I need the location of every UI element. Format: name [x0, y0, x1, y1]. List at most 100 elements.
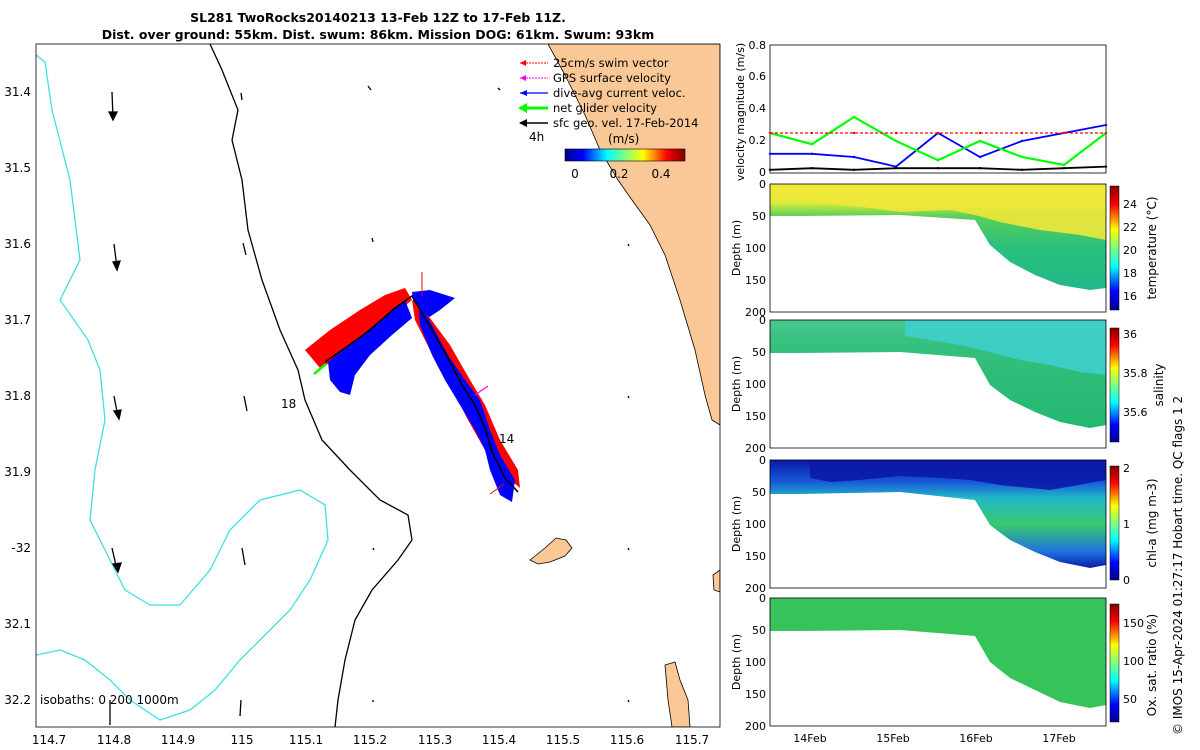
vel-ytick: 0.2 [749, 134, 767, 147]
depth-tick: 100 [745, 656, 766, 669]
map-xtick: 115.6 [610, 733, 644, 747]
colorbar-tick: 0 [571, 167, 579, 181]
time-tick: 15Feb [876, 732, 909, 745]
sal-cbar-tick: 36 [1123, 328, 1137, 341]
map-ytick: 32.1 [4, 617, 31, 631]
temp-cbar-tick: 18 [1123, 267, 1137, 280]
map-yticks: 31.4 31.5 31.6 31.7 31.8 31.9 -32 32.1 3… [4, 85, 31, 707]
map-ytick: 31.9 [4, 465, 31, 479]
depth-axis-label: Depth (m) [730, 220, 743, 276]
depth-tick: 200 [745, 720, 766, 733]
velocity-point [1104, 131, 1108, 135]
map-xtick: 114.7 [32, 733, 66, 747]
velocity-point [852, 115, 856, 119]
velocity-point [1020, 139, 1024, 143]
velocity-point [1062, 163, 1066, 167]
velocity-yticks: 0 0.2 0.4 0.6 0.8 [749, 39, 767, 179]
velocity-point [978, 155, 982, 159]
map-legend: 25cm/s swim vector GPS surface velocity … [518, 56, 699, 181]
glider-path [324, 294, 519, 493]
ox-cbar-tick: 150 [1123, 617, 1144, 630]
temperature-panel: 16 18 20 22 24 temperature (°C) [769, 183, 1159, 313]
velocity-point [768, 152, 772, 155]
salinity-colorbar [1109, 327, 1120, 443]
depth-tick: 150 [745, 274, 766, 287]
temp-cbar-tick: 20 [1123, 244, 1137, 257]
velocity-point [1062, 131, 1066, 135]
map-xtick: 115.2 [353, 733, 387, 747]
velocity-point [810, 167, 814, 170]
velocity-point [978, 131, 982, 135]
velocity-point [1104, 123, 1108, 127]
chla-label: chl-a (mg m-3) [1145, 478, 1159, 567]
map-xtick: 114.8 [97, 733, 131, 747]
vel-ytick: 0.4 [749, 102, 767, 115]
map-ytick: 31.4 [4, 85, 31, 99]
salinity-surface-layer [905, 320, 1106, 375]
temperature-surface-layer [770, 184, 1106, 240]
velocity-point [810, 131, 814, 135]
swath-blue-west [328, 300, 412, 395]
depth-tick: 200 [745, 306, 766, 319]
ox-cbar-tick: 100 [1123, 655, 1144, 668]
day-label-18: 18 [281, 397, 296, 411]
temperature-label: temperature (°C) [1145, 197, 1159, 300]
land-island-garden [529, 537, 573, 565]
oxygen-panel: 50 100 150 Ox. sat. ratio (%) [769, 597, 1159, 727]
legend-arrowhead-geo [519, 119, 527, 127]
land-island-south [664, 661, 691, 727]
map-ytick: -32 [11, 541, 31, 555]
velocity-point [852, 131, 856, 135]
chla-cbar-tick: 1 [1123, 518, 1130, 531]
depth-tick: 150 [745, 688, 766, 701]
map-xtick: 115 [231, 733, 254, 747]
legend-label-net: net glider velocity [553, 101, 657, 115]
velocity-point [936, 167, 940, 170]
map-ytick: 31.7 [4, 313, 31, 327]
velocity-point [768, 131, 772, 135]
map-ytick: 31.8 [4, 389, 31, 403]
day-label-14: 14 [499, 432, 514, 446]
temp-cbar-tick: 24 [1123, 198, 1137, 211]
colorbar-title: (m/s) [608, 132, 639, 146]
vel-ytick: 0 [759, 166, 766, 179]
chla-cbar-tick: 0 [1123, 574, 1130, 587]
velocity-point [894, 167, 898, 170]
colorbar-tick: 0.4 [651, 167, 670, 181]
depth-tick: 150 [745, 550, 766, 563]
depth-tick: 100 [745, 242, 766, 255]
depth-tick: 200 [745, 582, 766, 595]
velocity-point [1020, 131, 1024, 135]
depth-tick: 100 [745, 518, 766, 531]
time-tick: 16Feb [959, 732, 992, 745]
temp-cbar-tick: 22 [1123, 221, 1137, 234]
chla-surface-layer [810, 460, 1106, 490]
chla-colorbar [1109, 465, 1120, 581]
land-fragment-east [712, 569, 720, 593]
depth-tick: 50 [752, 210, 766, 223]
depth-tick: 0 [759, 592, 766, 605]
time-tick: 14Feb [793, 732, 826, 745]
depth-tick: 0 [759, 178, 766, 191]
legend-label-swim: 25cm/s swim vector [553, 56, 669, 70]
velocity-point [1020, 155, 1024, 159]
depth-tick: 100 [745, 378, 766, 391]
depth-tick: 200 [745, 442, 766, 455]
isobath-200m [209, 44, 413, 727]
chla-panel: 0 1 2 chl-a (mg m-3) [769, 459, 1159, 589]
legend-label-current: dive-avg current veloc. [553, 86, 686, 100]
title-line-1: SL281 TwoRocks20140213 13-Feb 12Z to 17-… [190, 10, 566, 25]
isobath-1000m [36, 54, 329, 721]
velocity-series [768, 115, 1108, 171]
velocity-point [852, 168, 856, 171]
map-frame [35, 43, 721, 728]
velocity-panel: 0 0.2 0.4 0.6 0.8 velocity magnitude (m/… [734, 39, 1108, 181]
map-xtick: 114.9 [161, 733, 195, 747]
speed-colorbar [564, 148, 686, 162]
oxygen-section [770, 598, 1106, 708]
salinity-panel: 35.6 35.8 36 salinity [769, 319, 1166, 449]
velocity-point [1062, 167, 1066, 170]
legend-arrowhead-net [518, 103, 527, 113]
map-xtick: 115.1 [289, 733, 323, 747]
